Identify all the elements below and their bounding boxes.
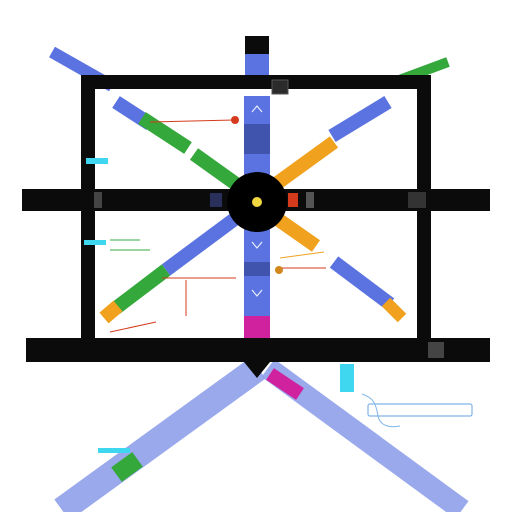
chevron-up-icon [251,105,263,113]
diagonal-lower-right-blue [329,256,395,310]
diagonal-upper-right-blue [328,96,392,142]
scale-bracket [361,393,401,428]
cyan-tab-left-2 [84,240,106,245]
mid-bar-widget-red [288,193,298,207]
bottom-bar-widget-right [428,342,444,358]
mid-bar-widget-gray [306,192,314,208]
central-hub-dot [252,197,262,207]
cyan-tab-left [86,158,108,164]
center-column-dark-block-2 [244,262,270,276]
connector-red-bottom [109,321,157,333]
marker-red-upper [231,116,239,124]
center-column-dark-block [244,124,270,154]
mid-bar-widget-right [408,192,426,208]
diagonal-lower-right-orange-end [381,297,407,323]
diagonal-upper-left-green-2 [189,148,241,190]
diagonal-lower-right-orange [271,212,321,252]
cyan-block-lower [340,364,354,392]
connector-orange-mid [279,251,325,259]
mid-bar-widget-left-2 [210,193,222,207]
outer-diagonal-lower-left [54,357,266,512]
marker-orange-mid [275,266,283,274]
cyan-tab-bottom-left [98,448,130,453]
diagonal-lower-left-orange [99,300,123,324]
chevron-down-icon-2 [251,289,263,297]
center-column-magenta [244,316,270,338]
scale-bar [367,403,473,417]
top-stub-blue [245,54,269,76]
diagonal-upper-left-green [138,112,192,154]
diagonal-lower-left-blue [161,212,241,276]
center-tail [244,362,270,378]
top-stub-black [245,36,269,54]
lower-magenta-segment [266,368,304,400]
diagonal-lower-left-green [111,264,171,314]
bottom-horizontal-bar [26,338,490,362]
mid-bar-widget-left [94,192,102,208]
diagonal-upper-right-orange [271,136,339,190]
frame-corner-widget-top [271,79,289,95]
connector-red-upper [149,119,235,123]
chevron-down-icon [251,241,263,249]
lower-left-green-segment [111,452,143,482]
